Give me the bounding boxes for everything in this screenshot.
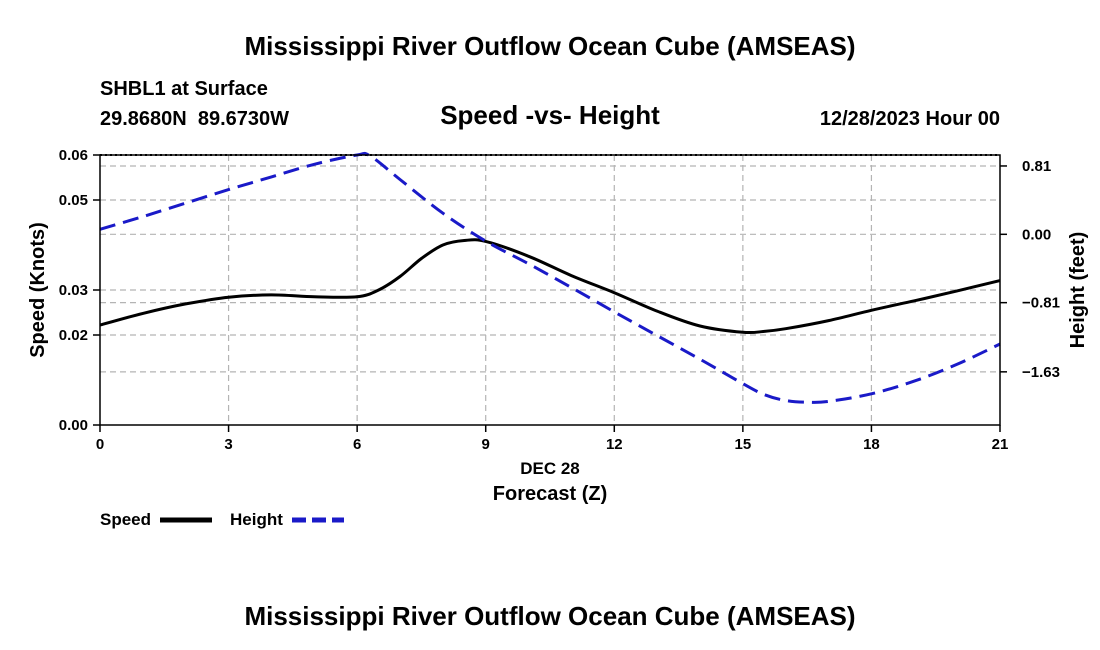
x-tick-label: 9 [482, 436, 490, 453]
x-tick-label: 0 [96, 436, 104, 453]
y-right-tick-label: 0.00 [1022, 226, 1051, 243]
legend-height-label: Height [230, 510, 283, 529]
x-tick-label: 21 [992, 436, 1009, 453]
y-left-tick-label: 0.03 [59, 282, 88, 299]
axes: 0 3 6 9 12 15 18 21 0.00 0.02 0.03 0.05 0.06 0.81 0.00… [59, 147, 1060, 453]
x-tick-label: 3 [224, 436, 232, 453]
legend-speed-label: Speed [100, 510, 151, 529]
y-left-tick-label: 0.00 [59, 417, 88, 434]
y-left-tick-label: 0.06 [59, 147, 88, 164]
y-axis-right-title: Height (feet) [1067, 232, 1089, 349]
x-tick-label: 12 [606, 436, 623, 453]
chart-subtitle: Speed -vs- Height [440, 100, 660, 130]
y-right-tick-label: −1.63 [1022, 364, 1060, 381]
y-left-tick-label: 0.02 [59, 327, 88, 344]
x-tick-label: 6 [353, 436, 361, 453]
height-series-line [99, 151, 1001, 404]
footer-title: Mississippi River Outflow Ocean Cube (AM… [244, 601, 855, 631]
coords-label: 29.8680N 89.6730W [100, 108, 289, 130]
x-axis-date-label: DEC 28 [520, 459, 580, 478]
station-label: SHBL1 at Surface [100, 78, 268, 100]
grid [100, 154, 1000, 425]
main-title: Mississippi River Outflow Ocean Cube (AM… [244, 31, 855, 61]
datetime-label: 12/28/2023 Hour 00 [820, 108, 1000, 130]
speed-series-line [99, 238, 1001, 335]
x-axis-title: Forecast (Z) [493, 483, 607, 505]
y-right-tick-label: −0.81 [1022, 295, 1060, 312]
series [99, 151, 1001, 404]
y-left-tick-label: 0.05 [59, 192, 88, 209]
y-right-tick-label: 0.81 [1022, 158, 1051, 175]
x-tick-label: 15 [735, 436, 752, 453]
x-tick-label: 18 [863, 436, 880, 453]
y-axis-left-title: Speed (Knots) [27, 222, 49, 358]
legend: Speed Height [100, 510, 344, 529]
